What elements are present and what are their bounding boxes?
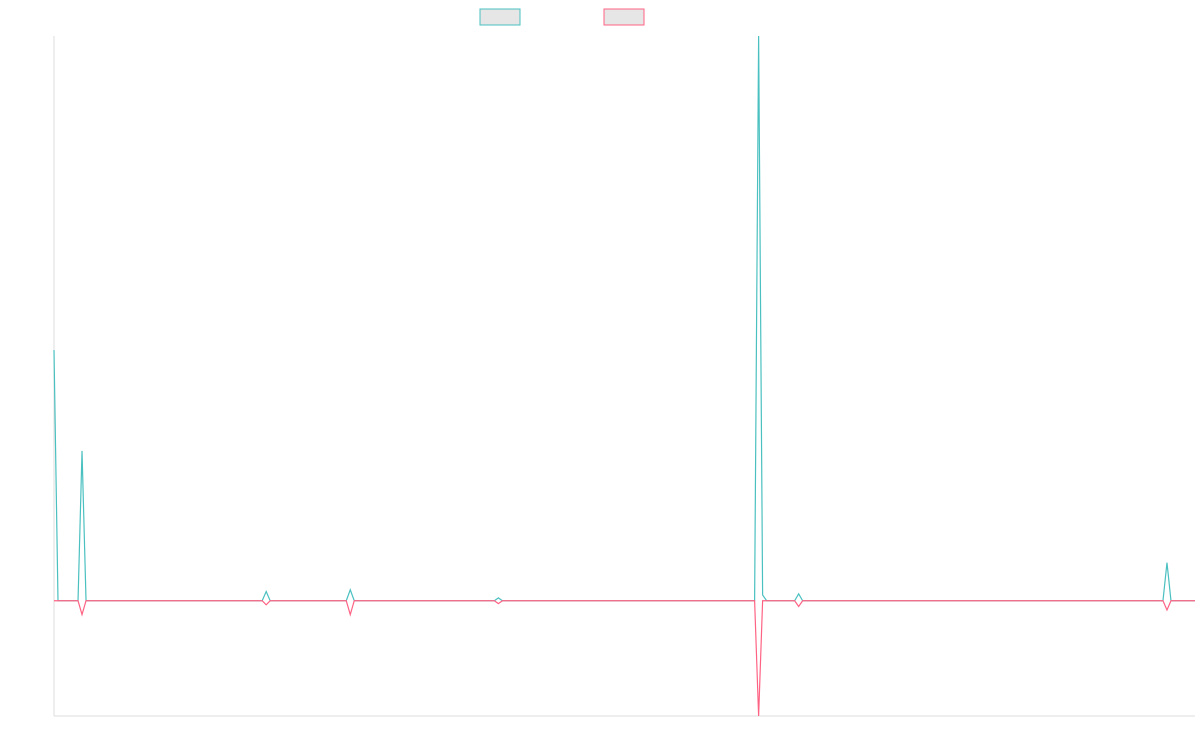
legend-swatch: [603, 8, 645, 26]
series-line: [54, 600, 1195, 717]
legend: [479, 8, 645, 26]
series-line: [53, 35, 1195, 602]
legend-swatch: [479, 8, 521, 26]
